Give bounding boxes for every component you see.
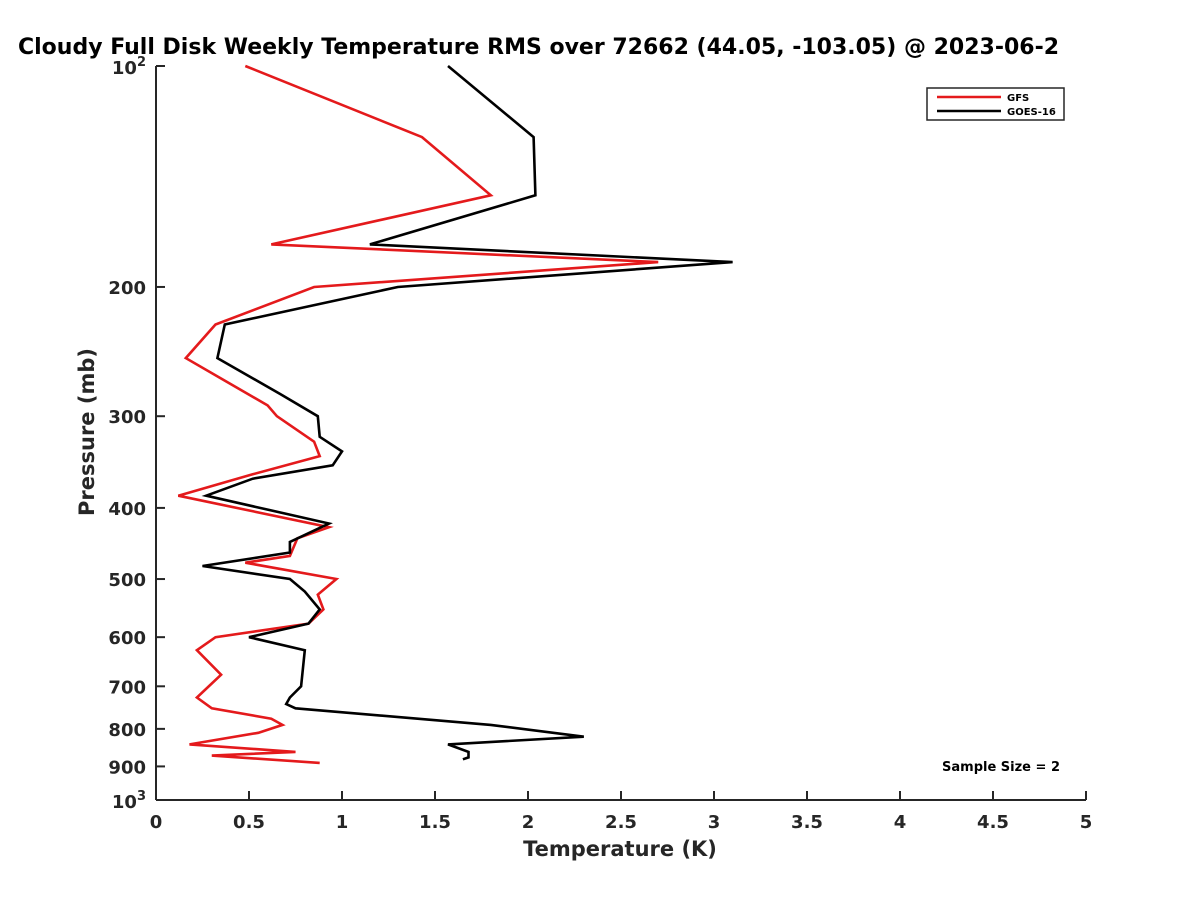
x-tick-label: 1.5 xyxy=(419,812,451,833)
legend-label: GFS xyxy=(1007,93,1029,104)
chart-title: Cloudy Full Disk Weekly Temperature RMS … xyxy=(18,35,1059,60)
x-tick-label: 0 xyxy=(150,812,163,833)
series-layer xyxy=(177,64,733,765)
x-tick-label: 4 xyxy=(894,812,907,833)
y-tick-label: 800 xyxy=(108,720,146,741)
x-tick-label: 2 xyxy=(522,812,535,833)
x-tick-label: 4.5 xyxy=(977,812,1009,833)
y-tick-label: 600 xyxy=(108,628,146,649)
x-axis-label: Temperature (K) xyxy=(523,837,717,861)
legend-label: GOES-16 xyxy=(1007,107,1056,118)
y-tick-label: 200 xyxy=(108,278,146,299)
y-axis-label: Pressure (mb) xyxy=(75,348,99,516)
legend-box xyxy=(926,87,1065,121)
y-tick-label: 900 xyxy=(108,757,146,778)
x-tick-label: 3 xyxy=(708,812,721,833)
y-tick-label: 400 xyxy=(108,499,146,520)
x-tick-label: 3.5 xyxy=(791,812,823,833)
y-tick-label: 300 xyxy=(108,407,146,428)
sample-size-annotation: Sample Size = 2 xyxy=(942,760,1060,775)
x-tick-label: 5 xyxy=(1080,812,1093,833)
legend: GFS GOES-16 xyxy=(926,87,1065,121)
series-line-gfs xyxy=(177,64,659,765)
y-tick-label: 103 xyxy=(112,789,146,813)
x-tick-label: 2.5 xyxy=(605,812,637,833)
y-tick-label: 500 xyxy=(108,570,146,591)
axis-ticks: 0 0.5 1 1.5 2 2.5 3 3.5 4 4.5 5 102 200 300 400 500 600 7… xyxy=(108,55,1092,833)
x-tick-label: 1 xyxy=(336,812,349,833)
y-tick-label: 700 xyxy=(108,677,146,698)
y-tick-label: 102 xyxy=(112,55,146,79)
x-tick-label: 0.5 xyxy=(233,812,265,833)
series-line-goes-16 xyxy=(201,64,733,761)
